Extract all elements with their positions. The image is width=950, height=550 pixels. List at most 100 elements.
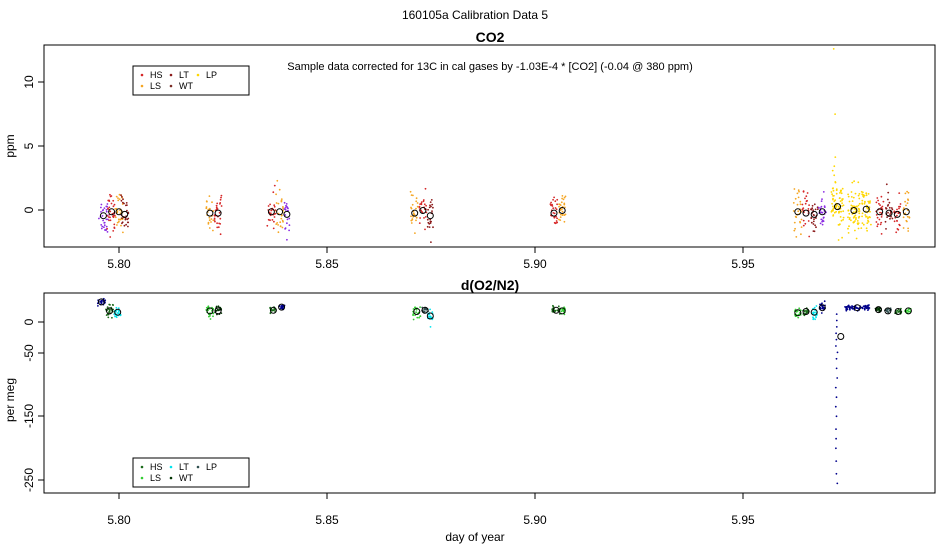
co2-data-point (115, 195, 118, 198)
co2-data-point (821, 219, 824, 222)
o2n2-data-point (846, 306, 848, 309)
co2-data-point (286, 206, 289, 209)
co2-data-point (120, 224, 122, 227)
o2n2-data-point (898, 310, 901, 312)
co2-legend-swatch-lp (196, 73, 200, 77)
o2n2-mean-marker (875, 306, 882, 314)
co2-data-point (559, 216, 562, 219)
co2-mean-marker (115, 208, 123, 216)
co2-data-point (875, 201, 878, 204)
co2-data-point (799, 200, 802, 203)
o2n2-mean-marker (853, 304, 861, 312)
o2n2-data-point (97, 305, 99, 307)
co2-data-point (558, 203, 560, 206)
co2-data-point (878, 202, 880, 205)
o2n2-data-point (427, 315, 430, 318)
o2n2-mean-marker (106, 307, 113, 315)
co2-mean-marker (419, 207, 427, 214)
co2-title: CO2 (476, 29, 505, 45)
o2n2-data-point (217, 305, 220, 308)
co2-data-point (270, 209, 273, 212)
co2-data-point (865, 192, 868, 195)
co2-data-point (904, 212, 907, 215)
co2-xtick-label: 5.95 (731, 257, 755, 271)
co2-data-point (285, 203, 288, 205)
co2-data-point (857, 210, 860, 213)
o2n2-data-point (823, 306, 825, 309)
co2-data-point (563, 203, 566, 206)
co2-data-point (274, 212, 277, 215)
co2-data-point (835, 192, 838, 195)
co2-data-point (863, 202, 866, 205)
co2-data-point (213, 214, 216, 217)
co2-data-point (556, 217, 558, 220)
o2n2-spike-point (835, 396, 838, 399)
co2-data-point (877, 223, 879, 226)
co2-data-point (276, 179, 279, 182)
co2-data-point (896, 228, 899, 230)
co2-xtick-label: 5.85 (315, 257, 339, 271)
co2-data-point (122, 198, 124, 201)
co2-data-point (284, 207, 287, 209)
co2-data-point (886, 216, 888, 219)
co2-data-point (889, 213, 891, 216)
o2n2-data-point (855, 307, 858, 309)
o2n2-mean-marker (810, 308, 818, 316)
co2-data-point (857, 227, 860, 230)
co2-spike-point (833, 165, 836, 168)
o2n2-data-point (848, 306, 850, 309)
co2-data-point (409, 190, 412, 193)
co2-data-point (814, 224, 816, 227)
o2n2-mean-marker (278, 303, 286, 311)
co2-data-point (852, 196, 855, 199)
co2-data-point (102, 219, 104, 222)
o2n2-data-point (423, 310, 425, 313)
co2-data-point (847, 195, 850, 198)
co2-data-point (841, 205, 843, 207)
co2-data-point (284, 214, 287, 216)
co2-data-point (799, 221, 802, 224)
co2-data-point (282, 206, 284, 208)
co2-data-point (895, 231, 898, 234)
co2-spike-point (834, 156, 837, 159)
o2n2-data-point (429, 308, 431, 311)
co2-data-point (848, 212, 851, 215)
co2-data-point (887, 211, 889, 214)
co2-data-point (831, 193, 833, 196)
co2-data-point (559, 209, 562, 212)
co2-data-point (857, 216, 860, 219)
o2n2-data-point (207, 309, 209, 312)
o2n2-data-point (117, 312, 120, 315)
co2-data-point (103, 221, 106, 224)
co2-data-point (881, 205, 884, 208)
o2n2-data-point (209, 318, 212, 320)
co2-data-point (804, 222, 807, 225)
co2-data-point (890, 207, 893, 209)
co2-mean-marker (810, 210, 818, 218)
o2n2-data-point (217, 309, 220, 312)
co2-data-point (411, 218, 414, 220)
figure-title: 160105a Calibration Data 5 (402, 8, 548, 22)
co2-data-point (864, 200, 866, 203)
o2n2-data-point (412, 318, 415, 321)
o2n2-data-point (814, 318, 816, 321)
co2-data-point (876, 197, 879, 199)
co2-data-point (118, 220, 120, 223)
co2-data-point (109, 236, 112, 238)
co2-data-point (101, 215, 104, 217)
co2-data-point (272, 227, 275, 230)
o2n2-data-point (815, 316, 817, 319)
co2-data-point (907, 191, 910, 194)
co2-data-point (275, 202, 278, 204)
co2-data-point (842, 210, 845, 213)
co2-data-point (112, 205, 115, 208)
co2-data-point (549, 203, 552, 206)
co2-data-point (219, 198, 222, 201)
co2-data-point (551, 205, 554, 207)
o2n2-data-point (416, 316, 419, 319)
co2-data-point (902, 207, 905, 210)
co2-data-point (816, 208, 819, 211)
o2n2-data-point (104, 299, 107, 302)
co2-data-point (273, 216, 276, 218)
